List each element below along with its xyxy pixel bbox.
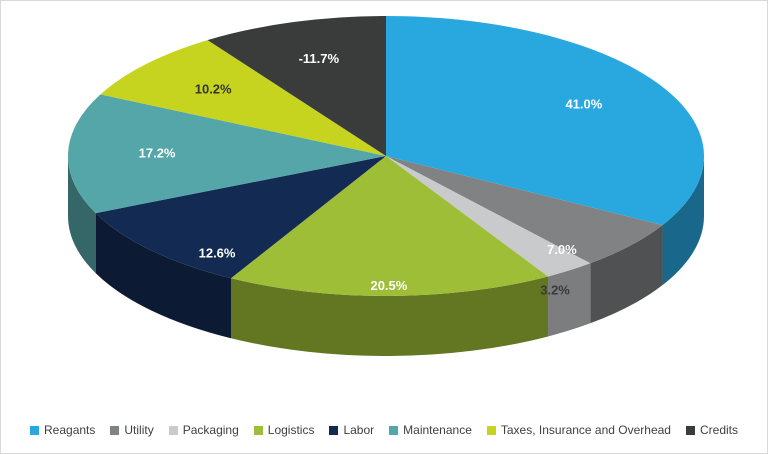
legend-marker-icon bbox=[110, 425, 120, 435]
legend-item-reagants[interactable]: Reagants bbox=[30, 423, 95, 437]
pie-slice-wall-labor bbox=[95, 213, 231, 339]
legend-label: Reagants bbox=[44, 423, 96, 437]
legend-item-credits[interactable]: Credits bbox=[685, 423, 738, 437]
pie-slice-taxes-insurance-and-overhead[interactable] bbox=[100, 40, 387, 157]
pie-3d-chart: 41.0% 7.0% 3.2% 20.5% 12.6% 17.2% 10.2% -11.7% bbox=[67, 16, 704, 356]
legend-label: Utility bbox=[124, 423, 154, 437]
slice-label-logistics: 20.5% bbox=[370, 278, 407, 293]
pie-slice-wall-utility bbox=[590, 225, 663, 324]
pie-slice-reagants[interactable] bbox=[386, 16, 704, 226]
legend-marker-icon bbox=[389, 425, 399, 435]
slice-label-credits: -11.7% bbox=[299, 51, 340, 66]
legend-marker-icon bbox=[329, 425, 339, 435]
pie-slice-wall-logistics bbox=[230, 276, 549, 356]
chart-legend: Reagants Utility Packaging Logistics Labor Ma… bbox=[1, 423, 767, 437]
legend-label: Labor bbox=[343, 423, 375, 437]
slice-label-utility: 7.0% bbox=[547, 242, 577, 257]
legend-item-packaging[interactable]: Packaging bbox=[168, 423, 239, 437]
legend-label: Logistics bbox=[267, 423, 315, 437]
pie-slice-wall-packaging bbox=[548, 263, 591, 337]
legend-item-labor[interactable]: Labor bbox=[329, 423, 374, 437]
pie-slice-packaging[interactable] bbox=[386, 156, 591, 277]
pie-slice-utility[interactable] bbox=[386, 156, 663, 264]
legend-marker-icon bbox=[168, 425, 178, 435]
pie-slice-wall-reagants bbox=[662, 156, 704, 286]
slice-label-maintenance: 17.2% bbox=[139, 146, 176, 161]
pie-slice-wall-maintenance bbox=[68, 156, 96, 274]
slice-label-labor: 12.6% bbox=[199, 245, 236, 260]
legend-marker-icon bbox=[253, 425, 263, 435]
legend-item-utility[interactable]: Utility bbox=[110, 423, 154, 437]
slice-label-packaging: 3.2% bbox=[540, 283, 570, 298]
legend-item-logistics[interactable]: Logistics bbox=[253, 423, 315, 437]
legend-label: Maintenance bbox=[403, 423, 472, 437]
slice-label-taxes-insurance-and-overhead: 10.2% bbox=[195, 81, 232, 96]
legend-item-maintenance[interactable]: Maintenance bbox=[389, 423, 472, 437]
legend-label: Packaging bbox=[182, 423, 239, 437]
legend-marker-icon bbox=[685, 425, 695, 435]
pie-slice-logistics[interactable] bbox=[230, 156, 549, 296]
legend-marker-icon bbox=[30, 425, 39, 435]
pie-slice-labor[interactable] bbox=[95, 156, 386, 279]
slice-label-reagants: 41.0% bbox=[565, 97, 602, 112]
legend-label: Credits bbox=[699, 423, 738, 437]
pie-slice-maintenance[interactable] bbox=[67, 94, 386, 214]
pie-slice-credits[interactable] bbox=[207, 16, 386, 156]
legend-marker-icon bbox=[486, 425, 496, 435]
legend-label: Taxes, Insurance and Overhead bbox=[500, 423, 671, 437]
legend-item-taxes-insurance-and-overhead[interactable]: Taxes, Insurance and Overhead bbox=[486, 423, 671, 437]
